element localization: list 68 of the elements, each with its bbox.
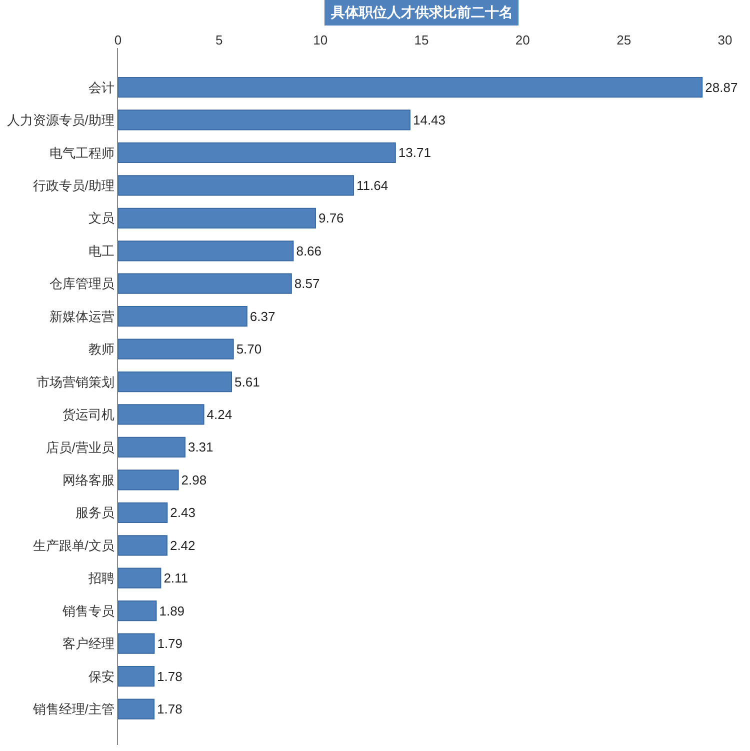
bar: [118, 338, 234, 360]
y-tick-label: 店员/营业员: [46, 440, 114, 455]
bar: [118, 600, 157, 622]
data-label: 28.87: [705, 80, 738, 95]
y-tick-label: 市场营销策划: [36, 374, 114, 390]
y-tick-label: 电气工程师: [49, 145, 114, 160]
y-tick-label: 人力资源专员/助理: [6, 112, 114, 128]
y-tick-label: 销售专员: [61, 603, 114, 618]
y-tick-label: 网络客服: [62, 472, 114, 488]
data-label: 1.78: [157, 702, 182, 717]
x-tick-label: 10: [313, 32, 328, 48]
bar: [118, 76, 703, 98]
y-tick-label: 会计: [88, 80, 114, 95]
x-tick-label: 5: [216, 32, 223, 48]
y-tick-label: 服务员: [75, 505, 114, 520]
y-tick-label: 客户经理: [62, 636, 114, 652]
bar: [118, 306, 248, 327]
x-tick-label: 25: [616, 32, 632, 48]
data-label: 2.43: [170, 505, 196, 520]
data-label: 8.66: [296, 243, 322, 258]
bar: [118, 666, 155, 687]
bar: [118, 698, 155, 720]
chart-title: 具体职位人才供求比前二十名: [330, 4, 513, 20]
y-tick-label: 新媒体运营: [49, 308, 114, 324]
bar: [118, 240, 294, 262]
y-tick-label: 行政专员/助理: [32, 178, 114, 193]
bar: [118, 470, 179, 490]
y-tick-label: 电工: [88, 243, 114, 258]
y-tick-label: 教师: [88, 342, 114, 357]
data-label: 13.71: [398, 145, 431, 160]
data-label: 5.61: [234, 374, 260, 390]
bar: [118, 404, 204, 425]
bar: [118, 633, 155, 654]
data-label: 2.42: [170, 538, 196, 553]
data-label: 1.78: [157, 668, 182, 684]
bar: [118, 436, 186, 458]
y-tick-label: 仓库管理员: [49, 276, 114, 292]
data-label: 1.79: [157, 636, 183, 652]
bar: [118, 502, 168, 523]
data-label: 1.89: [159, 603, 185, 618]
data-label: 14.43: [412, 112, 446, 128]
data-label: 8.57: [294, 276, 320, 292]
y-tick-label: 货运司机: [62, 407, 114, 422]
bar: [118, 142, 396, 164]
x-tick-label: 20: [515, 32, 530, 48]
data-label: 3.31: [188, 440, 214, 455]
y-tick-label: 销售经理/主管: [32, 702, 114, 717]
data-label: 2.11: [164, 570, 188, 586]
data-label: 11.64: [356, 178, 388, 193]
data-label: 9.76: [318, 210, 344, 226]
data-label: 2.98: [181, 472, 207, 488]
y-tick-label: 保安: [88, 668, 114, 684]
bar: [118, 535, 168, 556]
x-tick-label: 30: [718, 32, 732, 48]
data-label: 4.24: [206, 406, 232, 422]
x-tick-label: 15: [414, 32, 429, 48]
data-label: 5.70: [236, 342, 262, 357]
bar: [118, 208, 316, 228]
data-label: 6.37: [250, 308, 276, 324]
bar: [118, 273, 292, 294]
bar: [118, 110, 410, 130]
y-tick-label: 生产跟单/文员: [32, 538, 114, 553]
y-tick-label: 文员: [88, 210, 114, 226]
bar: [118, 175, 354, 196]
x-tick-label: 0: [114, 32, 122, 48]
bar: [118, 568, 162, 588]
bar: [118, 371, 232, 392]
y-tick-label: 招聘: [87, 570, 114, 586]
